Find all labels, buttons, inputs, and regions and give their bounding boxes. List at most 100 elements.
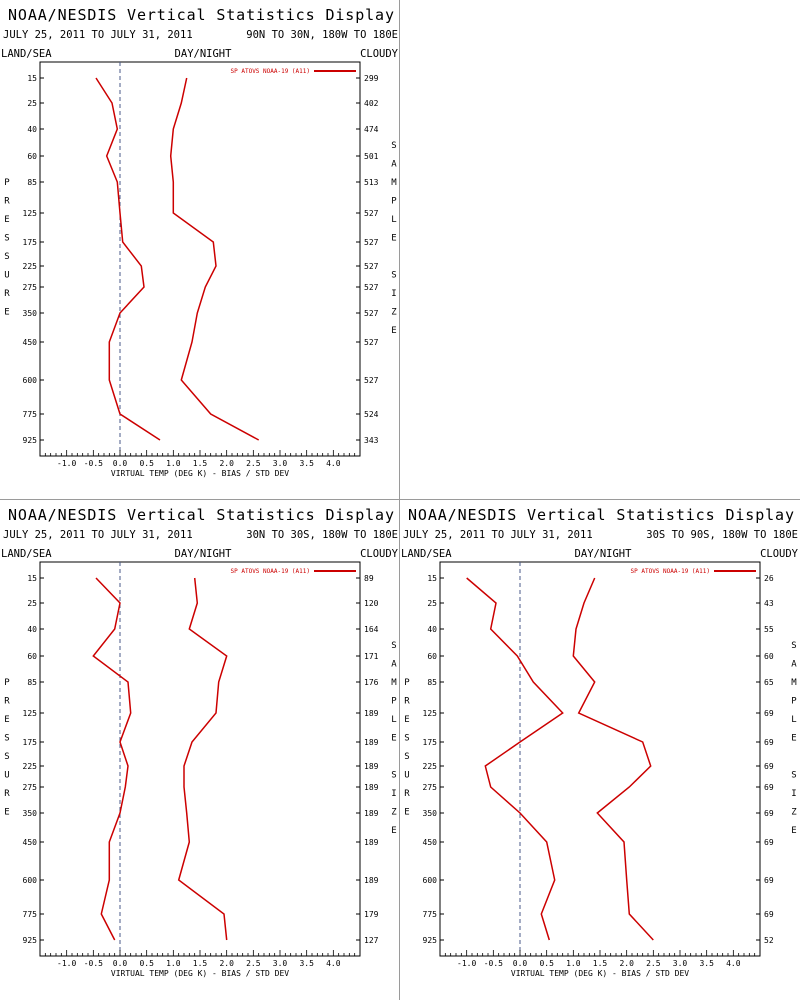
- pressure-label: 15: [27, 74, 37, 83]
- sample-size-label: 527: [364, 262, 379, 271]
- x-tick-label: 0.5: [139, 459, 154, 468]
- pressure-axis-letter: R: [404, 789, 410, 799]
- pressure-label: 275: [23, 783, 38, 792]
- day-night-label: DAY/NIGHT: [575, 548, 633, 560]
- sample-size-label: 176: [364, 678, 379, 687]
- std-dev-line: [177, 577, 228, 941]
- x-tick-label: 0.5: [139, 959, 154, 968]
- pressure-axis-letter: S: [404, 734, 409, 744]
- land-sea-label: LAND/SEA: [1, 48, 52, 60]
- x-tick-label: 0.0: [113, 459, 128, 468]
- pressure-label: 125: [23, 209, 38, 218]
- sample-size-label: 69: [764, 876, 774, 885]
- stats-panel-tropics: NOAA/NESDIS Vertical Statistics Display J…: [0, 500, 400, 1000]
- x-tick-label: 3.0: [273, 959, 288, 968]
- chart-title: NOAA/NESDIS Vertical Statistics Display: [8, 506, 394, 524]
- sample-size-label: 164: [364, 625, 379, 634]
- chart-svg: NOAA/NESDIS Vertical Statistics Display J…: [1, 506, 399, 978]
- std-dev-line: [169, 77, 260, 441]
- pressure-label: 40: [427, 625, 437, 634]
- sample-size-axis-letter: P: [391, 197, 397, 207]
- pressure-label: 350: [423, 809, 438, 818]
- sample-size-axis-letter: S: [391, 141, 396, 151]
- x-tick-label: 0.0: [513, 959, 528, 968]
- pressure-axis-letter: R: [4, 697, 10, 707]
- pressure-axis-letter: E: [4, 715, 9, 725]
- region-label: 90N TO 30N, 180W TO 180E: [246, 29, 398, 41]
- x-tick-label: 2.5: [246, 459, 261, 468]
- legend-label: SP ATOVS NOAA-19 (A11): [231, 568, 310, 575]
- chart-svg: NOAA/NESDIS Vertical Statistics Display J…: [1, 6, 399, 478]
- sample-size-axis-letter: E: [391, 234, 396, 244]
- pressure-label: 275: [23, 283, 38, 292]
- pressure-label: 25: [427, 599, 437, 608]
- pressure-label: 60: [27, 152, 37, 161]
- sample-size-axis-letter: E: [391, 826, 396, 836]
- pressure-axis-letter: S: [4, 734, 9, 744]
- pressure-axis-letter: E: [4, 308, 9, 318]
- sample-size-label: 69: [764, 838, 774, 847]
- sample-size-label: 527: [364, 238, 379, 247]
- pressure-label: 925: [23, 936, 38, 945]
- land-sea-label: LAND/SEA: [1, 548, 52, 560]
- sample-size-axis-letter: A: [391, 160, 397, 170]
- sample-size-label: 527: [364, 338, 379, 347]
- sample-size-label: 501: [364, 152, 379, 161]
- legend-label: SP ATOVS NOAA-19 (A11): [231, 68, 310, 75]
- bias-line: [95, 77, 161, 441]
- pressure-axis-letter: P: [404, 678, 410, 688]
- sample-size-axis-letter: I: [391, 789, 396, 799]
- sample-size-label: 69: [764, 738, 774, 747]
- x-tick-label: 2.5: [646, 959, 661, 968]
- pressure-axis-letter: E: [4, 215, 9, 225]
- sample-size-label: 189: [364, 838, 379, 847]
- sample-size-label: 52: [764, 936, 774, 945]
- sample-size-label: 527: [364, 209, 379, 218]
- sample-size-label: 513: [364, 178, 379, 187]
- x-axis-label: VIRTUAL TEMP (DEG K) - BIAS / STD DEV: [111, 969, 289, 978]
- sample-size-axis-letter: L: [391, 715, 396, 725]
- sample-size-label: 120: [364, 599, 379, 608]
- pressure-label: 775: [23, 910, 38, 919]
- sample-size-axis-letter: M: [391, 178, 397, 188]
- sample-size-label: 343: [364, 436, 379, 445]
- sample-size-label: 189: [364, 709, 379, 718]
- pressure-label: 40: [27, 625, 37, 634]
- sample-size-axis-letter: A: [391, 660, 397, 670]
- x-tick-label: 1.5: [193, 459, 208, 468]
- pressure-label: 60: [27, 652, 37, 661]
- sample-size-label: 69: [764, 709, 774, 718]
- pressure-label: 125: [23, 709, 38, 718]
- sample-size-label: 527: [364, 309, 379, 318]
- sample-size-axis-letter: P: [391, 697, 397, 707]
- x-tick-label: 0.0: [113, 959, 128, 968]
- sample-size-axis-letter: M: [791, 678, 797, 688]
- sample-size-label: 127: [364, 936, 379, 945]
- sample-size-axis-letter: M: [391, 678, 397, 688]
- x-tick-label: 0.5: [539, 959, 554, 968]
- pressure-label: 775: [23, 410, 38, 419]
- pressure-label: 15: [27, 574, 37, 583]
- sample-size-label: 189: [364, 876, 379, 885]
- date-range: JULY 25, 2011 TO JULY 31, 2011: [403, 529, 593, 541]
- pressure-axis-letter: S: [4, 234, 9, 244]
- sample-size-axis-letter: S: [391, 641, 396, 651]
- sample-size-label: 527: [364, 376, 379, 385]
- pressure-axis-letter: R: [4, 197, 10, 207]
- bias-line: [466, 577, 564, 941]
- plot-frame: [39, 61, 361, 457]
- sample-size-label: 299: [364, 74, 379, 83]
- sample-size-axis-letter: I: [791, 789, 796, 799]
- sample-size-axis-letter: S: [791, 641, 796, 651]
- pressure-axis-letter: R: [4, 789, 10, 799]
- std-dev-line: [572, 577, 654, 941]
- pressure-axis-letter: U: [4, 771, 9, 781]
- pressure-label: 925: [23, 436, 38, 445]
- sample-size-label: 43: [764, 599, 774, 608]
- x-tick-label: 4.0: [726, 959, 741, 968]
- pressure-label: 275: [423, 783, 438, 792]
- day-night-label: DAY/NIGHT: [175, 48, 233, 60]
- bias-line: [92, 577, 132, 941]
- x-tick-label: -0.5: [484, 959, 503, 968]
- pressure-axis-letter: S: [4, 252, 9, 262]
